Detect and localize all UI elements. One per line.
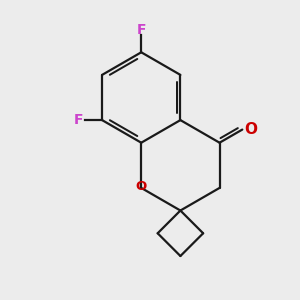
Text: O: O	[136, 180, 147, 193]
Text: F: F	[136, 22, 146, 37]
Text: O: O	[244, 122, 257, 137]
Text: F: F	[74, 113, 83, 127]
